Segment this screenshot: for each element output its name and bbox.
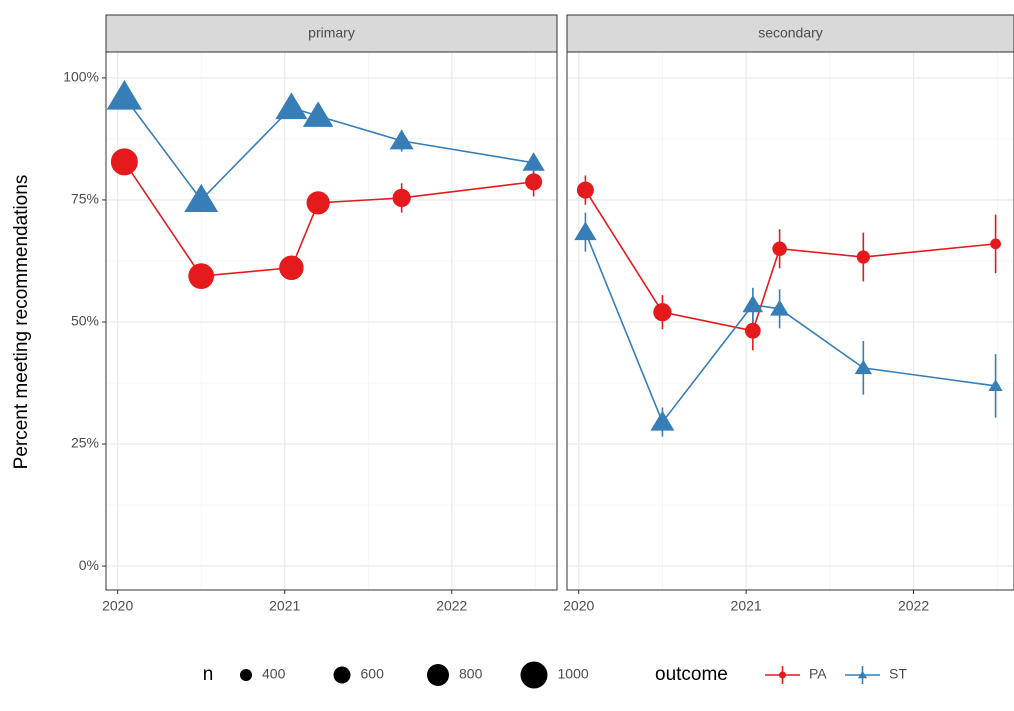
- data-point: [742, 295, 764, 313]
- series-line: [123, 96, 534, 202]
- y-tick-label: 50%: [71, 313, 99, 329]
- data-point: [275, 92, 308, 120]
- x-tick-label: 2020: [563, 598, 594, 614]
- data-point: [770, 299, 790, 316]
- data-point: [522, 152, 545, 171]
- data-point: [744, 322, 761, 339]
- y-tick-label: 25%: [71, 435, 99, 451]
- data-point: [988, 379, 1003, 391]
- legend-title: n: [203, 664, 214, 685]
- data-point: [110, 148, 138, 176]
- data-point: [279, 255, 304, 281]
- legend-key-marker: [857, 670, 868, 679]
- strip: [105, 14, 558, 53]
- data-point: [576, 181, 594, 199]
- series-line: [584, 231, 996, 424]
- strip-label: secondary: [758, 25, 823, 41]
- data-point: [650, 410, 675, 431]
- series-line: [584, 189, 996, 332]
- legend-size-key: [240, 669, 252, 681]
- strip: [566, 14, 1014, 53]
- data-point: [525, 173, 543, 191]
- data-point: [106, 80, 143, 110]
- data-point: [854, 359, 873, 375]
- panel: [106, 52, 557, 590]
- legend-entry: ST: [845, 666, 907, 684]
- panel-border: [566, 51, 1014, 591]
- y-tick-label: 100%: [63, 69, 99, 85]
- data-point: [990, 238, 1001, 250]
- legend-size-key: [427, 664, 449, 686]
- legend-label: 600: [361, 666, 385, 682]
- data-point: [772, 241, 787, 256]
- legend-key-marker: [779, 671, 786, 679]
- y-tick-label: 75%: [71, 191, 99, 207]
- legend-title: outcome: [655, 664, 728, 685]
- y-axis-label: Percent meeting recommendations: [11, 175, 32, 470]
- x-tick-label: 2022: [898, 598, 929, 614]
- legend-entry: PA: [765, 666, 827, 684]
- data-point: [574, 221, 597, 241]
- legend-size-key: [520, 661, 548, 689]
- x-tick-label: 2021: [731, 598, 762, 614]
- series-line: [123, 161, 534, 277]
- data-point: [389, 129, 414, 150]
- data-point: [302, 101, 334, 127]
- x-tick-label: 2022: [436, 598, 467, 614]
- data-point: [653, 303, 672, 322]
- legend-label: 400: [262, 666, 286, 682]
- data-point: [306, 191, 330, 215]
- panel-border: [105, 51, 558, 591]
- strip-label: primary: [308, 25, 355, 41]
- panel: [567, 52, 1014, 590]
- data-point: [184, 183, 219, 212]
- data-point: [856, 250, 870, 264]
- legend-label: 800: [459, 666, 483, 682]
- y-tick-label: 0%: [79, 557, 99, 573]
- legend-label: PA: [809, 666, 827, 682]
- data-point: [188, 263, 215, 289]
- legend-label: ST: [889, 666, 907, 682]
- data-point: [392, 188, 411, 208]
- x-tick-label: 2020: [102, 598, 133, 614]
- x-tick-label: 2021: [269, 598, 300, 614]
- legend-label: 1000: [558, 666, 589, 682]
- legend-size-key: [333, 666, 351, 684]
